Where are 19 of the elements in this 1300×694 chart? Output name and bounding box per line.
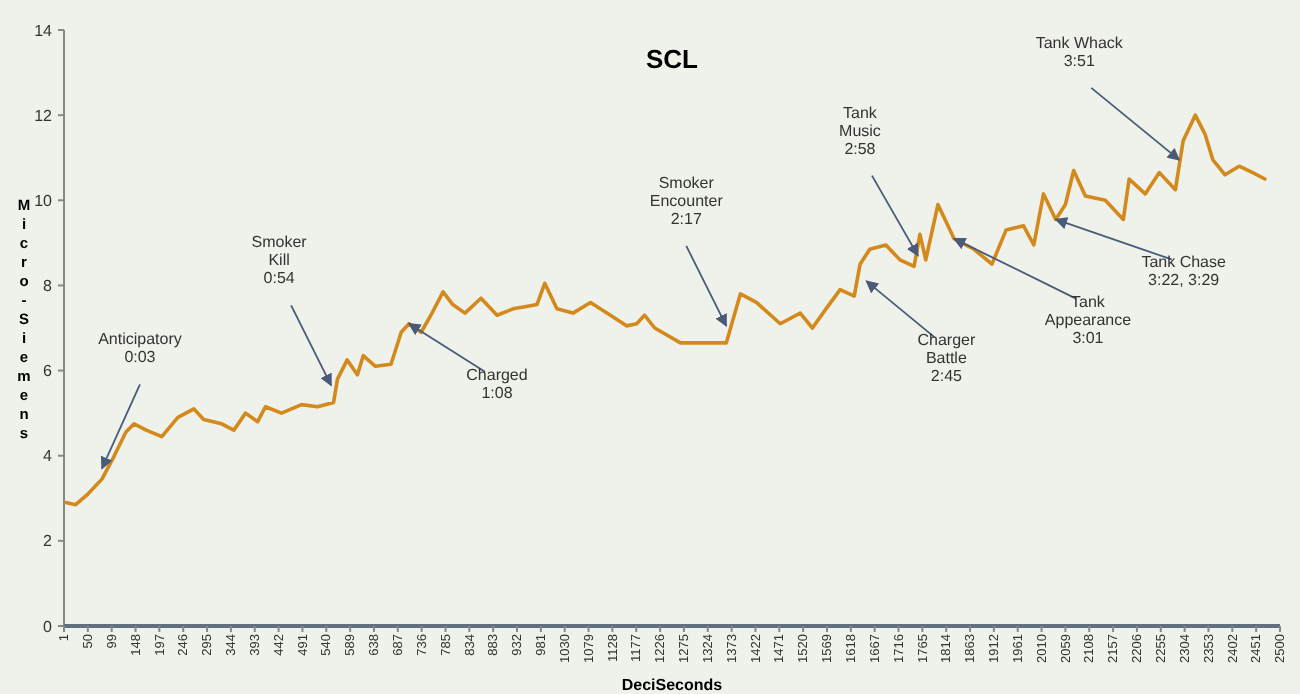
- annotation: Smoker Kill 0:54: [251, 233, 308, 288]
- annotation: Anticipatory 0:03: [98, 330, 182, 367]
- y-tick-label: 10: [34, 191, 54, 210]
- y-tick-label: 12: [34, 106, 54, 125]
- annotation: Smoker Encounter 2:17: [649, 173, 724, 228]
- annotation: Tank Appearance 3:01: [1044, 292, 1133, 347]
- annotation: Tank Whack 3:51: [1035, 33, 1125, 70]
- y-tick-label: 8: [43, 277, 54, 296]
- y-tick-label: 0: [43, 617, 54, 636]
- annotation: Charged 1:08: [466, 365, 528, 402]
- annotation: Tank Music 2:58: [839, 103, 881, 158]
- x-axis-title: DeciSeconds: [621, 676, 724, 694]
- annotation: Tank Chase 3:22, 3:29: [1141, 253, 1228, 290]
- y-tick-label: 4: [43, 447, 54, 466]
- y-tick-label: 6: [43, 362, 54, 381]
- annotation: Charger Battle 2:45: [917, 331, 976, 386]
- y-tick-label: 14: [34, 21, 54, 40]
- text: SCL: [646, 44, 699, 74]
- y-tick-label: 2: [43, 532, 54, 551]
